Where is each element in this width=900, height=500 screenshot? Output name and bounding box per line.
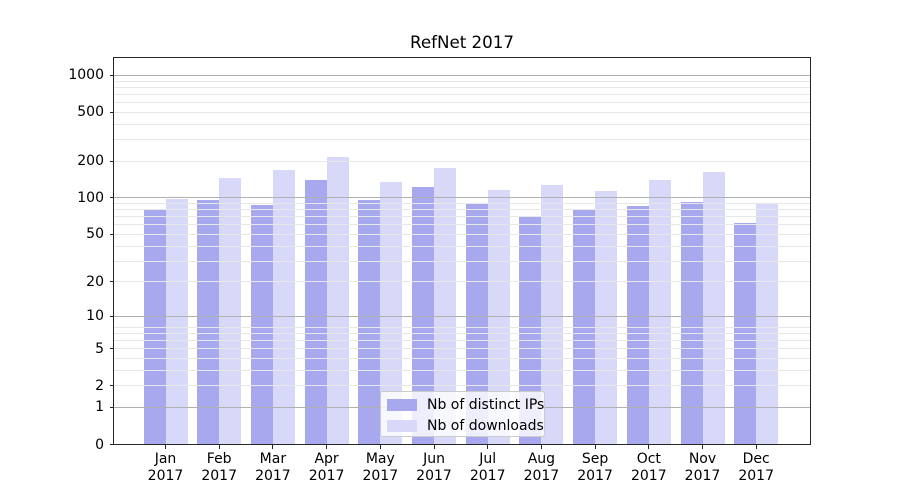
bar-distinct-ips-jul xyxy=(465,203,488,445)
xtick-year-aug: 2017 xyxy=(523,468,560,484)
xtick-label-jul: Jul 2017 xyxy=(458,451,518,485)
xtick-month-aug: Aug xyxy=(527,451,556,467)
xtick-label-apr: Apr 2017 xyxy=(297,451,357,485)
bar-downloads-nov xyxy=(702,172,725,445)
legend-label-downloads: Nb of downloads xyxy=(427,417,544,434)
ytick-mark-50 xyxy=(110,233,114,235)
ytick-mark-20 xyxy=(110,281,114,283)
legend: Nb of distinct IPs Nb of downloads xyxy=(380,391,545,437)
bar-distinct-ips-jun xyxy=(412,187,434,445)
xtick-mark-mar xyxy=(272,445,274,449)
xtick-label-nov: Nov 2017 xyxy=(673,451,733,485)
xtick-label-jan: Jan 2017 xyxy=(136,451,196,485)
bar-downloads-mar xyxy=(272,170,295,445)
ytick-mark-10 xyxy=(110,315,114,317)
bar-distinct-ips-nov xyxy=(680,201,703,445)
xtick-mark-sep xyxy=(594,445,596,449)
ytick-label-2: 2 xyxy=(95,377,104,394)
xtick-month-feb: Feb xyxy=(206,451,232,467)
xtick-month-mar: Mar xyxy=(259,451,287,467)
xtick-month-nov: Nov xyxy=(688,451,717,467)
xtick-mark-aug xyxy=(540,445,542,449)
xtick-label-may: May 2017 xyxy=(350,451,410,485)
xtick-month-jan: Jan xyxy=(154,451,177,467)
xtick-label-sep: Sep 2017 xyxy=(565,451,625,485)
ytick-mark-5 xyxy=(110,348,114,350)
bar-downloads-apr xyxy=(326,156,349,445)
ytick-mark-1 xyxy=(110,406,114,408)
ytick-mark-2 xyxy=(110,385,114,387)
xtick-year-apr: 2017 xyxy=(308,468,345,484)
xtick-label-mar: Mar 2017 xyxy=(243,451,303,485)
xtick-month-apr: Apr xyxy=(314,451,339,467)
xtick-year-feb: 2017 xyxy=(201,468,237,484)
ytick-label-500: 500 xyxy=(77,104,104,121)
ytick-mark-200 xyxy=(110,160,114,162)
xtick-year-sep: 2017 xyxy=(577,468,613,484)
xtick-month-sep: Sep xyxy=(581,451,609,467)
legend-swatch-distinct-ips xyxy=(387,398,417,411)
xtick-month-dec: Dec xyxy=(742,451,770,467)
xtick-label-oct: Oct 2017 xyxy=(619,451,679,485)
chart-title: RefNet 2017 xyxy=(409,32,515,52)
ytick-label-0: 0 xyxy=(95,436,104,453)
xtick-label-dec: Dec 2017 xyxy=(726,451,786,485)
xtick-year-oct: 2017 xyxy=(630,468,667,484)
xtick-mark-jul xyxy=(487,445,489,449)
bar-distinct-ips-oct xyxy=(626,205,649,445)
bar-downloads-dec xyxy=(756,203,779,445)
xtick-month-jun: Jun xyxy=(423,451,445,467)
xtick-mark-dec xyxy=(755,445,757,449)
ytick-label-50: 50 xyxy=(86,226,104,243)
xtick-year-mar: 2017 xyxy=(255,468,291,484)
xtick-year-may: 2017 xyxy=(362,468,399,484)
bar-downloads-jul xyxy=(487,189,510,445)
ytick-label-1000: 1000 xyxy=(68,67,104,84)
bar-downloads-jun xyxy=(434,167,456,445)
xtick-year-nov: 2017 xyxy=(684,468,721,484)
bar-downloads-aug xyxy=(541,184,564,445)
ytick-label-10: 10 xyxy=(86,308,104,325)
xtick-month-may: May xyxy=(365,451,395,467)
bar-distinct-ips-aug xyxy=(519,216,542,445)
xtick-year-dec: 2017 xyxy=(738,468,774,484)
legend-item-downloads: Nb of downloads xyxy=(387,415,544,436)
xtick-year-jun: 2017 xyxy=(416,468,452,484)
xtick-mark-jan xyxy=(165,445,166,449)
xtick-mark-may xyxy=(379,445,381,449)
legend-item-distinct-ips: Nb of distinct IPs xyxy=(387,394,544,415)
legend-swatch-downloads xyxy=(387,419,417,432)
ytick-mark-500 xyxy=(110,111,114,113)
bar-downloads-may xyxy=(380,182,403,445)
bar-downloads-sep xyxy=(595,190,618,445)
bar-downloads-jan xyxy=(165,198,188,445)
xtick-mark-jun xyxy=(433,445,435,449)
ytick-label-1: 1 xyxy=(95,399,104,416)
xtick-month-oct: Oct xyxy=(636,451,661,467)
xtick-year-jul: 2017 xyxy=(469,468,506,484)
ytick-label-100: 100 xyxy=(77,189,104,206)
legend-label-distinct-ips: Nb of distinct IPs xyxy=(427,396,545,413)
xtick-label-aug: Aug 2017 xyxy=(511,451,571,485)
xtick-mark-nov xyxy=(702,445,703,449)
xtick-mark-apr xyxy=(326,445,328,449)
bar-downloads-feb xyxy=(219,178,242,445)
bar-distinct-ips-mar xyxy=(250,205,273,445)
ytick-mark-1000 xyxy=(110,74,114,76)
ytick-label-20: 20 xyxy=(86,273,104,290)
xtick-mark-oct xyxy=(648,445,650,449)
ytick-mark-0 xyxy=(110,444,114,445)
ytick-mark-100 xyxy=(110,197,114,199)
ytick-label-5: 5 xyxy=(95,340,104,357)
xtick-year-jan: 2017 xyxy=(147,468,184,484)
xtick-mark-feb xyxy=(218,445,220,449)
xtick-month-jul: Jul xyxy=(479,451,497,467)
xtick-label-feb: Feb 2017 xyxy=(189,451,249,485)
xtick-label-jun: Jun 2017 xyxy=(404,451,464,485)
ytick-label-200: 200 xyxy=(77,153,104,170)
